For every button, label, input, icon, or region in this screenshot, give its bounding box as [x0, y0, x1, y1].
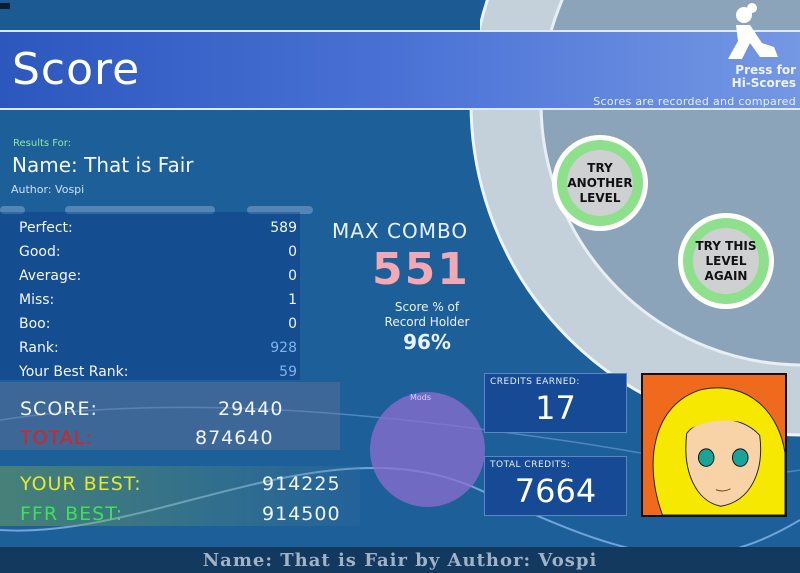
credits-earned-label: CREDITS EARNED: [490, 377, 580, 387]
stat-value: 1 [288, 292, 297, 308]
button-text: TRY [587, 160, 613, 175]
total-label: TOTAL: [20, 427, 93, 449]
stat-average: Average: 0 [19, 268, 297, 284]
top-band [0, 0, 480, 30]
stat-value: 589 [270, 220, 297, 236]
max-combo-label: MAX COMBO [332, 219, 469, 243]
pct-label-line: Score % of [394, 300, 460, 314]
stat-label: Perfect: [19, 220, 73, 236]
stat-best-rank: Your Best Rank: 59 [19, 364, 297, 380]
stripe [65, 206, 215, 214]
stat-value: 0 [288, 316, 297, 332]
judgement-panel [0, 212, 300, 380]
mods-label: Mods [410, 393, 432, 402]
character-portrait [641, 373, 787, 517]
recorded-note: Scores are recorded and compared [593, 95, 796, 108]
button-ring: TRY THIS LEVEL AGAIN [683, 218, 769, 304]
stripe [247, 206, 313, 214]
stat-label: Your Best Rank: [19, 364, 129, 380]
stat-value: 59 [279, 364, 297, 380]
stat-good: Good: 0 [19, 244, 297, 260]
stat-value: 0 [288, 244, 297, 260]
stat-value: 0 [288, 268, 297, 284]
stat-miss: Miss: 1 [19, 292, 297, 308]
try-this-level-again-button[interactable]: TRY THIS LEVEL AGAIN [678, 213, 774, 309]
button-face: TRY ANOTHER LEVEL [567, 150, 633, 216]
score-value: 29440 [218, 398, 284, 420]
stat-rank: Rank: 928 [19, 340, 297, 356]
footer-bar [0, 547, 800, 573]
corner-mark [0, 3, 10, 9]
button-text: ANOTHER [567, 175, 633, 190]
page-title: Score [12, 44, 141, 95]
mods-circle [370, 392, 485, 507]
button-text: TRY THIS [695, 238, 757, 253]
total-credits-box: TOTAL CREDITS: 7664 [484, 456, 627, 516]
button-text: AGAIN [704, 268, 748, 283]
pct-label-line: Record Holder [384, 315, 470, 329]
header-bar [0, 30, 800, 110]
ffr-best-label: FFR BEST: [20, 503, 124, 525]
footer-song-info: Name: That is Fair by Author: Vospi [202, 550, 598, 571]
hi-scores-icon[interactable] [722, 3, 782, 63]
stat-label: Miss: [19, 292, 55, 308]
stat-label: Good: [19, 244, 61, 260]
credits-earned-value: 17 [535, 389, 576, 427]
button-face: TRY THIS LEVEL AGAIN [693, 228, 759, 294]
ffr-best-value: 914500 [262, 503, 341, 525]
button-text: LEVEL [579, 190, 621, 205]
score-label: SCORE: [20, 398, 98, 420]
stat-label: Average: [19, 268, 82, 284]
max-combo-value: 551 [372, 244, 470, 295]
results-for-label: Results For: [13, 138, 72, 149]
your-best-label: YOUR BEST: [20, 473, 142, 495]
stat-label: Boo: [19, 316, 51, 332]
score-band [0, 382, 340, 450]
your-best-value: 914225 [262, 473, 341, 495]
total-credits-value: 7664 [514, 472, 597, 510]
press-for-label: Press for [735, 63, 796, 77]
button-text: LEVEL [705, 253, 747, 268]
try-another-level-button[interactable]: TRY ANOTHER LEVEL [552, 135, 648, 231]
stripe [0, 206, 25, 214]
best-band [0, 466, 360, 526]
hi-scores-label: Hi-Scores [731, 76, 796, 90]
stat-label: Rank: [19, 340, 59, 356]
button-ring: TRY ANOTHER LEVEL [557, 140, 643, 226]
record-pct-value: 96% [403, 330, 451, 354]
song-author: Author: Vospi [11, 183, 85, 196]
credits-earned-box: CREDITS EARNED: 17 [484, 373, 627, 433]
stat-perfect: Perfect: 589 [19, 220, 297, 236]
hi-scores-link[interactable]: Press for Hi-Scores [732, 64, 796, 90]
stat-boo: Boo: 0 [19, 316, 297, 332]
stat-value: 928 [270, 340, 297, 356]
total-credits-label: TOTAL CREDITS: [490, 460, 571, 470]
record-pct-label: Score % of Record Holder [352, 300, 502, 330]
song-name: Name: That is Fair [12, 153, 194, 177]
total-value: 874640 [195, 427, 274, 449]
